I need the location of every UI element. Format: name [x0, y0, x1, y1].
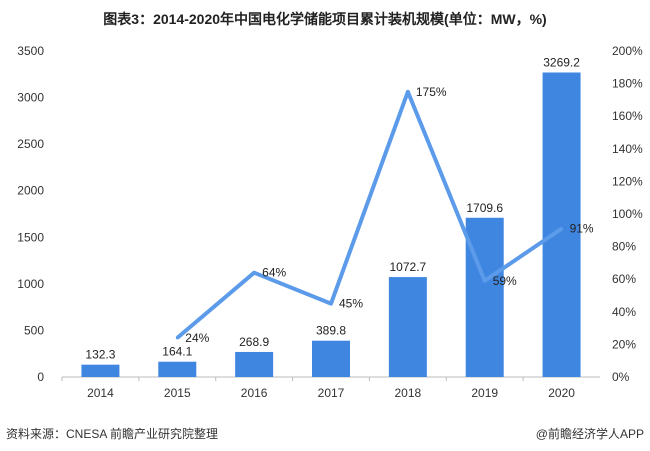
left-tick-label: 3500 [17, 44, 44, 58]
bar [235, 351, 274, 377]
line-data-label: 59% [493, 274, 517, 288]
bar-data-label: 1709.6 [466, 201, 503, 215]
left-tick-label: 2500 [17, 137, 44, 151]
bar-data-label: 389.8 [316, 324, 346, 338]
line-point [406, 90, 410, 94]
left-tick-label: 1500 [17, 230, 44, 244]
line-point [252, 271, 256, 275]
left-tick-label: 3000 [17, 91, 44, 105]
bar-data-label: 132.3 [85, 348, 115, 362]
right-tick-label: 60% [612, 272, 636, 286]
x-tick-label: 2015 [164, 386, 191, 400]
bar [81, 364, 120, 377]
right-tick-label: 0% [612, 370, 630, 384]
x-tick-label: 2019 [471, 386, 498, 400]
bar [312, 340, 350, 377]
chart-title: 图表3：2014-2020年中国电化学储能项目累计装机规模(单位：MW，%) [103, 11, 547, 27]
bar [388, 277, 427, 377]
x-tick-label: 2014 [87, 386, 114, 400]
line-data-label: 175% [416, 85, 447, 99]
bar-data-label: 1072.7 [390, 260, 427, 274]
right-tick-label: 40% [612, 305, 636, 319]
right-tick-label: 180% [612, 77, 643, 91]
x-tick-label: 2020 [548, 386, 575, 400]
line-data-label: 24% [185, 331, 209, 345]
line-point [560, 227, 564, 231]
growth-line [175, 89, 563, 340]
right-tick-label: 120% [612, 174, 643, 188]
bar [542, 72, 581, 377]
left-tick-label: 0 [37, 370, 44, 384]
line-point [175, 336, 179, 340]
right-tick-label: 160% [612, 109, 643, 123]
right-tick-label: 20% [612, 337, 636, 351]
left-tick-label: 500 [24, 323, 44, 337]
bar [465, 217, 504, 377]
left-tick-label: 2000 [17, 184, 44, 198]
right-tick-label: 200% [612, 44, 643, 58]
source-note: 资料来源：CNESA 前瞻产业研究院整理 [6, 427, 219, 441]
x-tick-label: 2016 [241, 386, 268, 400]
line-data-label: 91% [570, 222, 594, 236]
x-tick-label: 2017 [318, 386, 345, 400]
bar-data-label: 164.1 [162, 345, 192, 359]
bar-data-label: 268.9 [239, 335, 269, 349]
right-tick-label: 140% [612, 142, 643, 156]
right-tick-label: 80% [612, 240, 636, 254]
right-tick-label: 100% [612, 207, 643, 221]
left-tick-label: 1000 [17, 277, 44, 291]
brand-credit: @前瞻经济学人APP [535, 427, 644, 441]
line-data-label: 64% [262, 266, 286, 280]
bar [158, 361, 197, 377]
line-data-label: 45% [339, 297, 363, 311]
bar-data-label: 3269.2 [543, 55, 580, 69]
line-point [483, 279, 487, 283]
line-point [329, 302, 333, 306]
x-tick-label: 2018 [395, 386, 422, 400]
